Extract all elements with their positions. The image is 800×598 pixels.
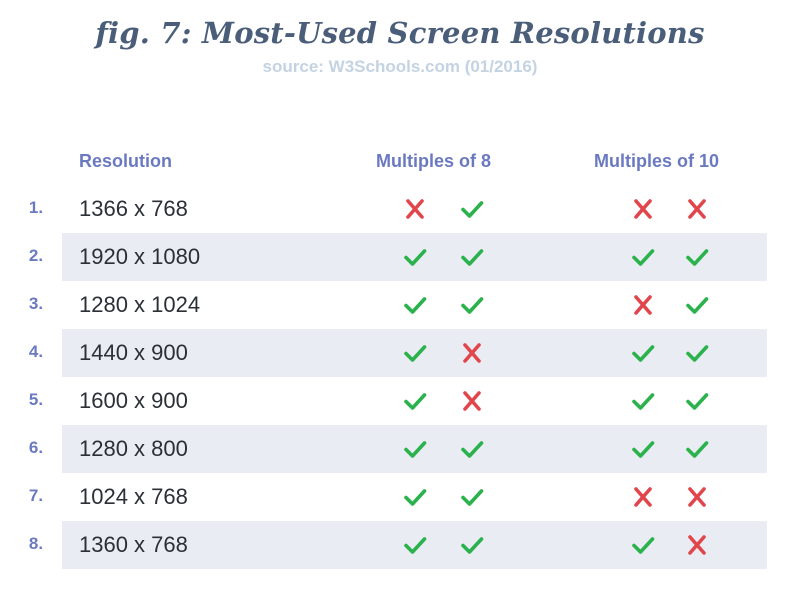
check-icon: [460, 294, 484, 316]
check-icon: [685, 246, 709, 268]
check-icon: [460, 438, 484, 460]
check-icon: [403, 486, 427, 508]
cross-icon: [460, 342, 484, 364]
check-icon: [631, 438, 655, 460]
check-icon: [685, 390, 709, 412]
check-icon: [403, 246, 427, 268]
check-icon: [460, 198, 484, 220]
check-icon: [631, 534, 655, 556]
row-rank: 4.: [28, 342, 44, 361]
table-row: 4. 1440 x 900: [0, 329, 800, 377]
table-row: 2. 1920 x 1080: [0, 233, 800, 281]
cross-icon: [403, 198, 427, 220]
row-rank: 7.: [28, 486, 44, 505]
check-icon: [403, 438, 427, 460]
check-icon: [631, 246, 655, 268]
row-resolution: 1360 x 768: [79, 532, 188, 557]
table-row: 7. 1024 x 768: [0, 473, 800, 521]
row-resolution: 1600 x 900: [79, 388, 188, 413]
check-icon: [460, 246, 484, 268]
table-row: 3. 1280 x 1024: [0, 281, 800, 329]
cross-icon: [460, 390, 484, 412]
table-row: 8. 1360 x 768: [0, 521, 800, 569]
row-resolution: 1024 x 768: [79, 484, 188, 509]
cross-icon: [685, 198, 709, 220]
cross-icon: [631, 486, 655, 508]
check-icon: [403, 390, 427, 412]
check-icon: [685, 438, 709, 460]
row-background: [62, 521, 767, 569]
check-icon: [403, 294, 427, 316]
cross-icon: [685, 486, 709, 508]
check-icon: [685, 294, 709, 316]
table-row: 1. 1366 x 768: [0, 185, 800, 233]
resolution-table: 1. 1366 x 768 2. 1920 x 1080 3. 1280 x 1024 4.…: [0, 185, 800, 569]
figure-title: fig. 7: Most-Used Screen Resolutions: [95, 16, 705, 50]
row-resolution: 1280 x 1024: [79, 292, 201, 317]
cross-icon: [631, 198, 655, 220]
row-resolution: 1440 x 900: [79, 340, 188, 365]
column-header-resolution: Resolution: [79, 151, 172, 171]
table-row: 6. 1280 x 800: [0, 425, 800, 473]
row-background: [62, 233, 767, 281]
check-icon: [460, 486, 484, 508]
check-icon: [631, 390, 655, 412]
row-resolution: 1920 x 1080: [79, 244, 201, 269]
row-rank: 1.: [28, 198, 44, 217]
row-rank: 3.: [28, 294, 44, 313]
check-icon: [403, 534, 427, 556]
row-background: [62, 425, 767, 473]
figure-source: source: W3Schools.com (01/2016): [262, 57, 538, 76]
row-rank: 6.: [28, 438, 44, 457]
check-icon: [460, 534, 484, 556]
row-rank: 8.: [28, 534, 44, 553]
cross-icon: [685, 534, 709, 556]
check-icon: [403, 342, 427, 364]
table-row: 5. 1600 x 900: [0, 377, 800, 425]
column-header-multiples-of-10: Multiples of 10: [594, 151, 720, 171]
row-rank: 5.: [28, 390, 44, 409]
cross-icon: [631, 294, 655, 316]
row-resolution: 1280 x 800: [79, 436, 188, 461]
row-rank: 2.: [28, 246, 44, 265]
column-header-multiples-of-8: Multiples of 8: [376, 151, 492, 171]
row-resolution: 1366 x 768: [79, 196, 188, 221]
check-icon: [685, 342, 709, 364]
row-background: [62, 329, 767, 377]
check-icon: [631, 342, 655, 364]
